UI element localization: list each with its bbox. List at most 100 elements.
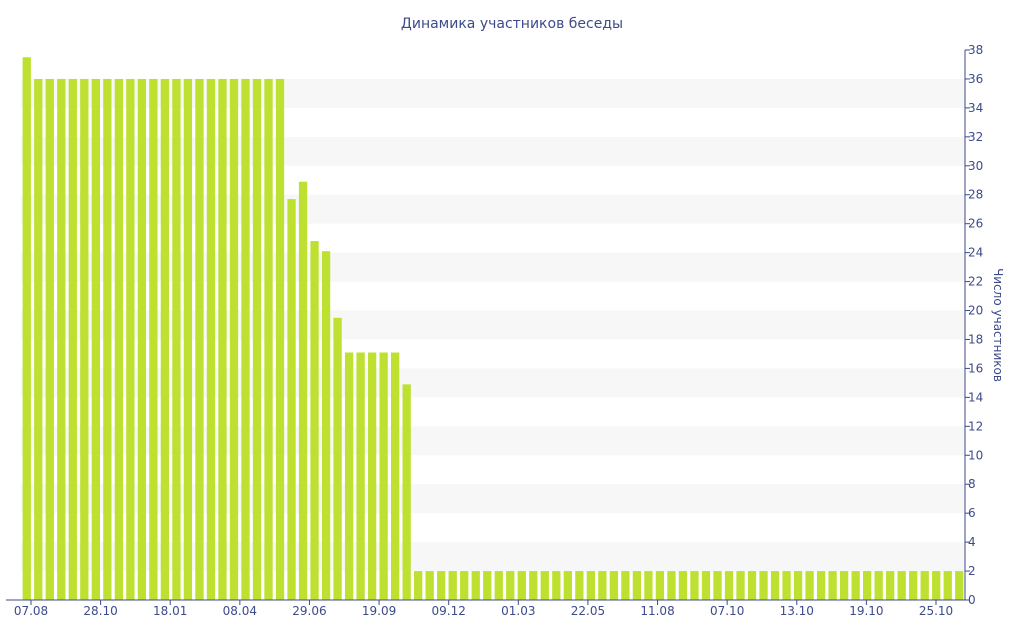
bar	[287, 199, 296, 600]
bar	[540, 571, 549, 600]
x-tick-label: 07.08	[14, 604, 48, 618]
x-tick-label: 18.01	[153, 604, 187, 618]
bar	[886, 571, 895, 600]
y-tick-label: 10	[968, 448, 983, 462]
bar	[713, 571, 722, 600]
bar	[91, 78, 100, 600]
bar	[621, 571, 630, 600]
x-tick-label: 28.10	[83, 604, 117, 618]
x-tick-label: 07.10	[710, 604, 744, 618]
bar	[609, 571, 619, 600]
y-tick-label: 16	[968, 361, 983, 375]
bar	[437, 571, 446, 600]
bar	[34, 78, 43, 600]
bar	[851, 571, 860, 600]
bar	[149, 78, 158, 600]
bar	[506, 571, 515, 600]
bar	[183, 78, 193, 600]
bar	[275, 78, 285, 600]
bar	[298, 181, 308, 601]
bar	[218, 78, 227, 600]
bar	[344, 352, 354, 600]
x-axis-ticks: 07.08 28.10 18.01 08.04 29.06 19.09 09.12 01.03…	[14, 600, 953, 618]
bar	[517, 571, 526, 600]
bar	[690, 571, 699, 600]
bar	[114, 78, 123, 600]
bar	[137, 78, 147, 600]
bar	[598, 571, 607, 600]
bar	[160, 78, 170, 600]
y-tick-label: 4	[968, 535, 976, 549]
bar	[701, 571, 711, 600]
y-tick-label: 14	[968, 390, 983, 404]
bar	[172, 78, 181, 600]
bar	[874, 571, 883, 600]
y-tick-label: 24	[968, 246, 983, 260]
bar	[736, 571, 745, 600]
bar	[310, 241, 319, 601]
bar	[379, 352, 388, 600]
y-tick-label: 30	[968, 159, 983, 173]
bar	[206, 78, 216, 600]
bar	[563, 571, 572, 600]
bar	[252, 78, 262, 600]
bar	[22, 57, 31, 601]
bar	[68, 78, 77, 600]
bar	[920, 571, 929, 600]
y-axis-label: Число участников	[991, 268, 1005, 382]
y-tick-label: 22	[968, 275, 983, 289]
bar	[448, 571, 457, 600]
x-tick-label: 25.10	[919, 604, 953, 618]
bar	[575, 571, 584, 600]
bar-series	[22, 57, 964, 601]
bar	[195, 78, 204, 600]
bar	[229, 78, 239, 600]
bar	[724, 571, 734, 600]
bar	[367, 352, 377, 600]
y-tick-label: 20	[968, 304, 983, 318]
bar	[909, 571, 918, 600]
bar	[103, 78, 112, 600]
bar	[57, 78, 66, 600]
bar	[494, 571, 503, 600]
bar	[425, 571, 434, 600]
bar	[460, 571, 469, 600]
y-tick-label: 2	[968, 564, 976, 578]
y-tick-label: 32	[968, 130, 983, 144]
bar	[264, 78, 273, 600]
bar	[471, 571, 480, 600]
chart-title: Динамика участников беседы	[401, 16, 623, 32]
y-tick-label: 8	[968, 477, 976, 491]
bar	[483, 571, 492, 600]
bar	[770, 571, 780, 600]
x-tick-label: 29.06	[292, 604, 326, 618]
bar	[793, 571, 803, 600]
bar	[667, 571, 676, 600]
bar	[586, 571, 595, 600]
bar	[529, 571, 538, 600]
x-tick-label: 22.05	[571, 604, 605, 618]
bar	[839, 571, 849, 600]
bar	[759, 571, 768, 600]
bar	[402, 384, 411, 600]
bar	[828, 571, 837, 600]
bar	[932, 571, 941, 600]
x-tick-label: 19.10	[849, 604, 883, 618]
bar	[955, 571, 964, 600]
bar	[356, 352, 365, 600]
bar	[391, 352, 400, 600]
bar	[80, 78, 89, 600]
bar	[863, 571, 872, 600]
bar	[126, 78, 135, 600]
y-tick-label: 34	[968, 101, 983, 115]
bar	[678, 571, 688, 600]
bar	[414, 571, 423, 600]
bar	[655, 571, 665, 600]
y-tick-label: 6	[968, 506, 976, 520]
x-tick-label: 08.04	[223, 604, 257, 618]
y-tick-label: 18	[968, 332, 983, 346]
bar	[552, 571, 561, 600]
y-tick-label: 36	[968, 72, 983, 86]
